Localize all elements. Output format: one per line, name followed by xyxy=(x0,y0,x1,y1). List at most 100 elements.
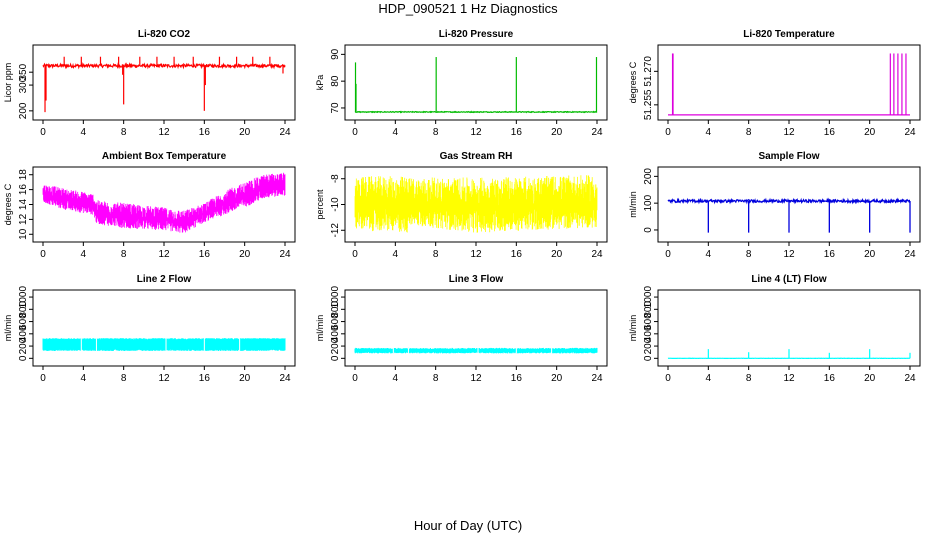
plot-frame xyxy=(32,44,296,121)
series-trace xyxy=(354,175,598,233)
y-tick-label: 0 xyxy=(643,355,654,361)
x-tick-label: 0 xyxy=(352,373,358,384)
x-tick-label: 0 xyxy=(40,127,46,138)
y-tick-label: 16 xyxy=(18,184,29,196)
y-tick-label: -10 xyxy=(330,197,341,212)
x-tick-label: 4 xyxy=(393,127,399,138)
x-tick-label: 20 xyxy=(551,249,563,260)
series-trace xyxy=(42,172,286,233)
x-tick-label: 16 xyxy=(824,249,836,260)
y-axis-label: ml/min xyxy=(628,191,638,218)
x-tick-label: 4 xyxy=(393,373,399,384)
y-tick-label: 51.270 xyxy=(643,56,654,87)
y-tick-label: 400 xyxy=(643,325,654,342)
panel-title: Gas Stream RH xyxy=(440,151,513,162)
y-tick-label: 400 xyxy=(18,325,29,342)
x-tick-label: 4 xyxy=(393,249,399,260)
x-tick-label: 24 xyxy=(279,127,291,138)
y-axis-label: percent xyxy=(315,189,325,220)
x-tick-label: 16 xyxy=(199,373,211,384)
x-tick-label: 20 xyxy=(239,373,251,384)
x-tick-label: 20 xyxy=(239,249,251,260)
x-tick-label: 8 xyxy=(121,127,127,138)
y-tick-label: 200 xyxy=(643,168,654,185)
y-tick-label: 200 xyxy=(330,337,341,354)
panel-title: Line 4 (LT) Flow xyxy=(751,274,827,285)
plot-frame xyxy=(32,289,296,367)
y-tick-label: 600 xyxy=(643,313,654,330)
x-tick-label: 4 xyxy=(706,127,712,138)
x-tick-label: 0 xyxy=(40,373,46,384)
x-tick-label: 4 xyxy=(81,127,87,138)
x-tick-label: 0 xyxy=(40,249,46,260)
y-tick-label: 14 xyxy=(18,199,29,211)
y-tick-label: 18 xyxy=(18,169,29,181)
y-tick-label: 300 xyxy=(18,76,29,93)
x-tick-label: 0 xyxy=(352,249,358,260)
panel-1: Li-820 Pressure 0 4 8 12 16 20 24 70 80 90 kPa xyxy=(315,29,608,138)
x-tick-label: 4 xyxy=(81,249,87,260)
y-tick-label: 800 xyxy=(330,301,341,318)
x-tick-label: 24 xyxy=(591,127,603,138)
y-tick-label: 350 xyxy=(18,63,29,80)
x-tick-label: 16 xyxy=(199,127,211,138)
panel-3: Ambient Box Temperature 0 4 8 12 16 20 24 10 12 14… xyxy=(3,151,296,260)
y-tick-label: 1000 xyxy=(643,286,654,309)
y-tick-label: 800 xyxy=(643,301,654,318)
x-tick-label: 16 xyxy=(511,127,523,138)
x-tick-label: 8 xyxy=(433,373,439,384)
x-tick-label: 24 xyxy=(279,249,291,260)
y-tick-label: 200 xyxy=(18,102,29,119)
y-tick-label: 400 xyxy=(330,325,341,342)
y-tick-label: 80 xyxy=(330,75,341,87)
y-axis-label: degrees C xyxy=(3,183,13,225)
series-band xyxy=(354,347,598,354)
y-tick-label: 800 xyxy=(18,301,29,318)
x-tick-label: 24 xyxy=(904,127,916,138)
x-tick-label: 16 xyxy=(511,249,523,260)
x-tick-label: 12 xyxy=(783,249,795,260)
y-axis-label: ml/min xyxy=(628,315,638,342)
x-tick-label: 24 xyxy=(904,373,916,384)
y-axis-label: kPa xyxy=(315,75,325,91)
y-axis-label: Licor ppm xyxy=(3,63,13,103)
panel-2: Li-820 Temperature 0 4 8 12 16 20 24 51.255 51.27… xyxy=(628,29,921,138)
x-tick-label: 0 xyxy=(665,373,671,384)
x-tick-label: 12 xyxy=(470,127,482,138)
panel-title: Li-820 Pressure xyxy=(439,29,514,40)
x-tick-label: 24 xyxy=(591,373,603,384)
x-tick-label: 12 xyxy=(470,373,482,384)
x-tick-label: 16 xyxy=(824,127,836,138)
panel-title: Line 2 Flow xyxy=(137,274,192,285)
y-tick-label: -12 xyxy=(330,223,341,238)
x-tick-label: 20 xyxy=(551,373,563,384)
plot-frame xyxy=(344,44,608,121)
y-axis-label: degrees C xyxy=(628,61,638,103)
panel-title: Ambient Box Temperature xyxy=(102,151,227,162)
y-tick-label: 200 xyxy=(643,337,654,354)
x-tick-label: 12 xyxy=(470,249,482,260)
y-tick-label: 100 xyxy=(643,194,654,211)
x-tick-label: 12 xyxy=(783,127,795,138)
x-tick-label: 4 xyxy=(706,249,712,260)
x-tick-label: 24 xyxy=(279,373,291,384)
y-axis-label: ml/min xyxy=(315,315,325,342)
x-tick-label: 24 xyxy=(904,249,916,260)
x-tick-label: 12 xyxy=(783,373,795,384)
x-tick-label: 8 xyxy=(746,373,752,384)
x-tick-label: 16 xyxy=(511,373,523,384)
x-tick-label: 20 xyxy=(551,127,563,138)
y-tick-label: 10 xyxy=(18,228,29,240)
x-tick-label: 8 xyxy=(121,373,127,384)
x-tick-label: 4 xyxy=(706,373,712,384)
y-axis-label: ml/min xyxy=(3,315,13,342)
panel-title: Line 3 Flow xyxy=(449,274,504,285)
y-tick-label: 600 xyxy=(330,313,341,330)
y-tick-label: 12 xyxy=(18,213,29,225)
panel-title: Li-820 CO2 xyxy=(138,29,191,40)
